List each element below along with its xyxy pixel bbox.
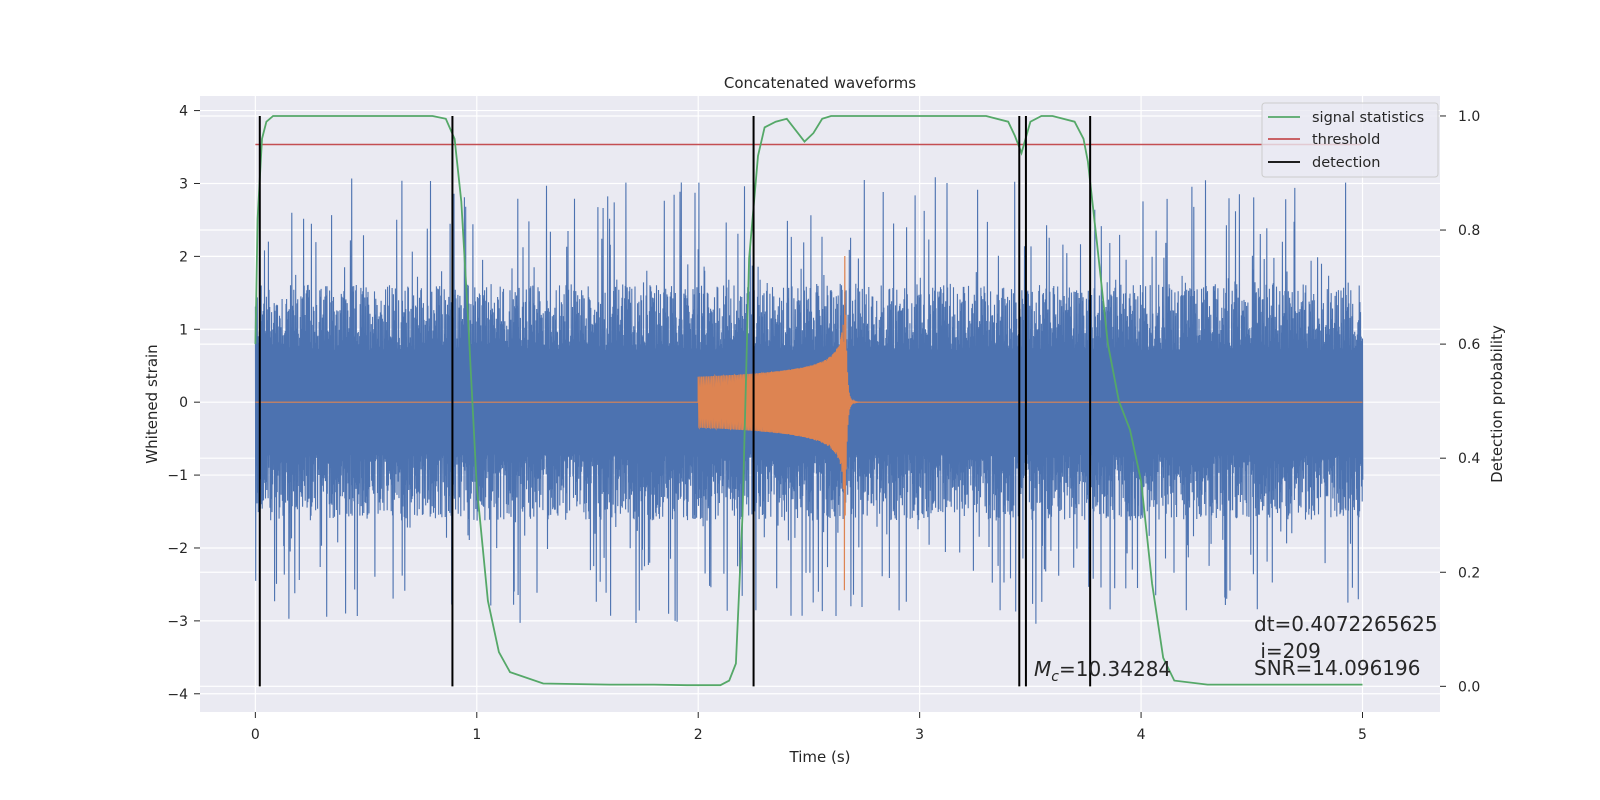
chirp-mass-annotation: Mc=10.34284 xyxy=(1034,657,1171,685)
right-y-tick-label: 0.0 xyxy=(1458,679,1480,695)
detection-lines xyxy=(258,115,1092,687)
x-tick-label: 0 xyxy=(251,727,260,743)
left-y-tick-label: −4 xyxy=(167,687,188,703)
chart-title: Concatenated waveforms xyxy=(724,74,916,92)
left-y-axis-ticks: −4 −3 −2 −1 0 1 2 3 4 xyxy=(167,104,200,703)
right-y-tick-label: 0.6 xyxy=(1458,337,1480,353)
x-tick-label: 5 xyxy=(1358,727,1367,743)
left-y-tick-label: −1 xyxy=(167,468,188,484)
right-y-tick-label: 0.4 xyxy=(1458,451,1480,467)
left-y-tick-label: 4 xyxy=(179,104,188,120)
template-chirp-series xyxy=(255,255,1363,591)
left-y-tick-label: 0 xyxy=(179,395,188,411)
right-y-axis-label: Detection probability xyxy=(1488,325,1506,483)
left-y-tick-label: −3 xyxy=(167,614,188,630)
right-y-tick-label: 0.2 xyxy=(1458,565,1480,581)
left-y-axis-label: Whitened strain xyxy=(143,344,161,463)
snr-annotation: SNR=14.096196 xyxy=(1254,656,1420,680)
legend: signal statistics threshold detection xyxy=(1261,102,1439,178)
x-tick-label: 4 xyxy=(1137,727,1146,743)
x-tick-label: 2 xyxy=(694,727,703,743)
x-tick-label: 3 xyxy=(915,727,924,743)
dt-annotation: dt=0.4072265625 xyxy=(1254,612,1438,636)
x-axis-label: Time (s) xyxy=(789,748,851,766)
right-y-tick-label: 0.8 xyxy=(1458,223,1480,239)
legend-label-signal-statistics: signal statistics xyxy=(1312,110,1424,126)
x-tick-label: 1 xyxy=(472,727,481,743)
right-y-tick-label: 1.0 xyxy=(1458,109,1480,125)
template-chirp-line xyxy=(255,255,1363,591)
legend-label-threshold: threshold xyxy=(1312,132,1380,148)
left-y-tick-label: −2 xyxy=(167,541,188,557)
right-y-axis-ticks: 0.0 0.2 0.4 0.6 0.8 1.0 xyxy=(1440,109,1480,695)
index-annotation: i=209 xyxy=(1254,639,1321,663)
left-y-tick-label: 2 xyxy=(179,249,188,265)
left-y-tick-label: 1 xyxy=(179,322,188,338)
legend-box xyxy=(1261,102,1439,178)
x-axis-ticks: 0 1 2 3 4 5 xyxy=(251,712,1367,743)
left-y-tick-label: 3 xyxy=(179,176,188,192)
legend-label-detection: detection xyxy=(1312,155,1380,171)
